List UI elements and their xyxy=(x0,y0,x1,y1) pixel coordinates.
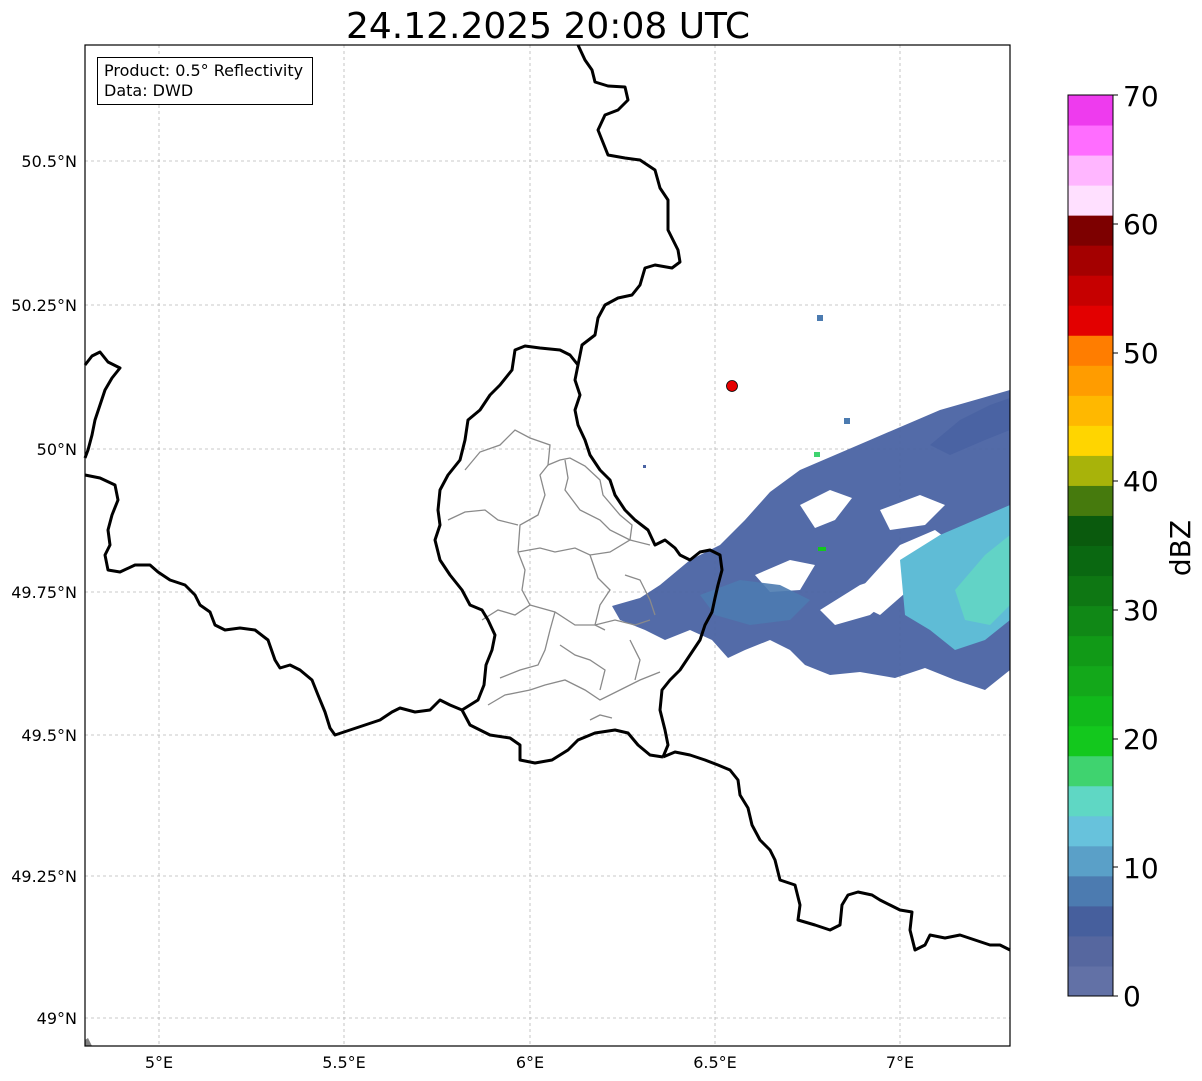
colorbar-segment xyxy=(1068,575,1113,607)
corner-fragment xyxy=(85,1038,92,1046)
lat-tick-label: 49.5°N xyxy=(21,726,77,745)
lat-tick-label: 50°N xyxy=(37,440,77,459)
colorbar-label: dBZ xyxy=(1164,520,1197,576)
colorbar-tick-label: 10 xyxy=(1123,852,1159,885)
map-area xyxy=(83,44,1011,1047)
colorbar-segment xyxy=(1068,485,1113,516)
map-frame xyxy=(84,44,1011,1047)
echo-gap-4 xyxy=(880,495,945,530)
colorbar-segment xyxy=(1068,785,1113,817)
colorbar-segment xyxy=(1068,155,1113,186)
echo-far-edge xyxy=(930,398,1010,455)
colorbar-segment xyxy=(1068,305,1113,336)
colorbar-segment xyxy=(1068,95,1113,126)
colorbar-segment xyxy=(1068,965,1113,997)
echo-speck xyxy=(844,418,850,424)
colorbar-segment xyxy=(1068,365,1113,396)
colorbar-ticks: 0 10 20 30 40 50 60 70 xyxy=(1113,80,1159,1013)
colorbar-segment xyxy=(1068,215,1113,246)
product-info-box: Product: 0.5° Reflectivity Data: DWD xyxy=(97,57,313,105)
country-borders xyxy=(83,44,1011,952)
colorbar-segments xyxy=(1068,95,1113,997)
lat-tick-label: 49°N xyxy=(37,1009,77,1028)
lat-tick-label: 49.25°N xyxy=(11,867,77,886)
lat-tick-label: 49.75°N xyxy=(11,583,77,602)
echo-mid-blue xyxy=(700,580,810,625)
colorbar-segment xyxy=(1068,545,1113,577)
colorbar-segment xyxy=(1068,395,1113,426)
colorbar-tick-label: 30 xyxy=(1123,594,1159,627)
echo-speck xyxy=(818,547,826,551)
colorbar-tick-label: 20 xyxy=(1123,723,1159,756)
colorbar-segment xyxy=(1068,125,1113,156)
colorbar-segment xyxy=(1068,725,1113,757)
colorbar: 0 10 20 30 40 50 60 70 dBZ xyxy=(1067,80,1197,1013)
colorbar-segment xyxy=(1068,935,1113,967)
lon-tick-label: 7°E xyxy=(886,1053,914,1072)
lon-tick-label: 5°E xyxy=(145,1053,173,1072)
colorbar-segment xyxy=(1068,905,1113,937)
echo-speck xyxy=(643,465,646,468)
colorbar-segment xyxy=(1068,515,1113,546)
echo-gap-1 xyxy=(800,490,852,528)
colorbar-segment xyxy=(1068,695,1113,727)
echo-speck xyxy=(817,315,823,321)
echo-speck xyxy=(814,452,820,457)
colorbar-segment xyxy=(1068,755,1113,787)
colorbar-tick-label: 60 xyxy=(1123,208,1159,241)
colorbar-segment xyxy=(1068,815,1113,847)
colorbar-segment xyxy=(1068,275,1113,306)
colorbar-segment xyxy=(1068,605,1113,637)
colorbar-tick-label: 0 xyxy=(1123,980,1141,1013)
colorbar-segment xyxy=(1068,845,1113,877)
colorbar-segment xyxy=(1068,635,1113,667)
colorbar-segment xyxy=(1068,875,1113,907)
lon-tick-label: 6.5°E xyxy=(693,1053,737,1072)
lat-tick-label: 50.5°N xyxy=(21,152,77,171)
district-boundaries xyxy=(447,429,661,721)
lat-tick-label: 50.25°N xyxy=(11,296,77,315)
lon-tick-labels: 5°E 5.5°E 6°E 6.5°E 7°E xyxy=(145,1053,914,1072)
map-title: 24.12.2025 20:08 UTC xyxy=(346,6,750,47)
graticule xyxy=(85,45,1010,1046)
colorbar-tick-label: 50 xyxy=(1123,337,1159,370)
radar-site-marker xyxy=(726,380,738,392)
colorbar-segment xyxy=(1068,185,1113,216)
colorbar-segment xyxy=(1068,665,1113,697)
colorbar-tick-label: 40 xyxy=(1123,465,1159,498)
lon-tick-label: 6°E xyxy=(516,1053,544,1072)
colorbar-segment xyxy=(1068,455,1113,486)
colorbar-frame xyxy=(1067,94,1114,997)
colorbar-segment xyxy=(1068,245,1113,276)
product-label: Product: 0.5° Reflectivity xyxy=(104,61,304,80)
lat-tick-labels: 50.5°N 50.25°N 50°N 49.75°N 49.5°N 49.25… xyxy=(11,152,77,1028)
colorbar-segment xyxy=(1068,335,1113,366)
colorbar-tick-label: 70 xyxy=(1123,80,1159,113)
lon-tick-label: 5.5°E xyxy=(322,1053,366,1072)
echo-cyan-core xyxy=(955,535,1010,625)
colorbar-segment xyxy=(1068,425,1113,456)
data-source-label: Data: DWD xyxy=(104,81,194,100)
